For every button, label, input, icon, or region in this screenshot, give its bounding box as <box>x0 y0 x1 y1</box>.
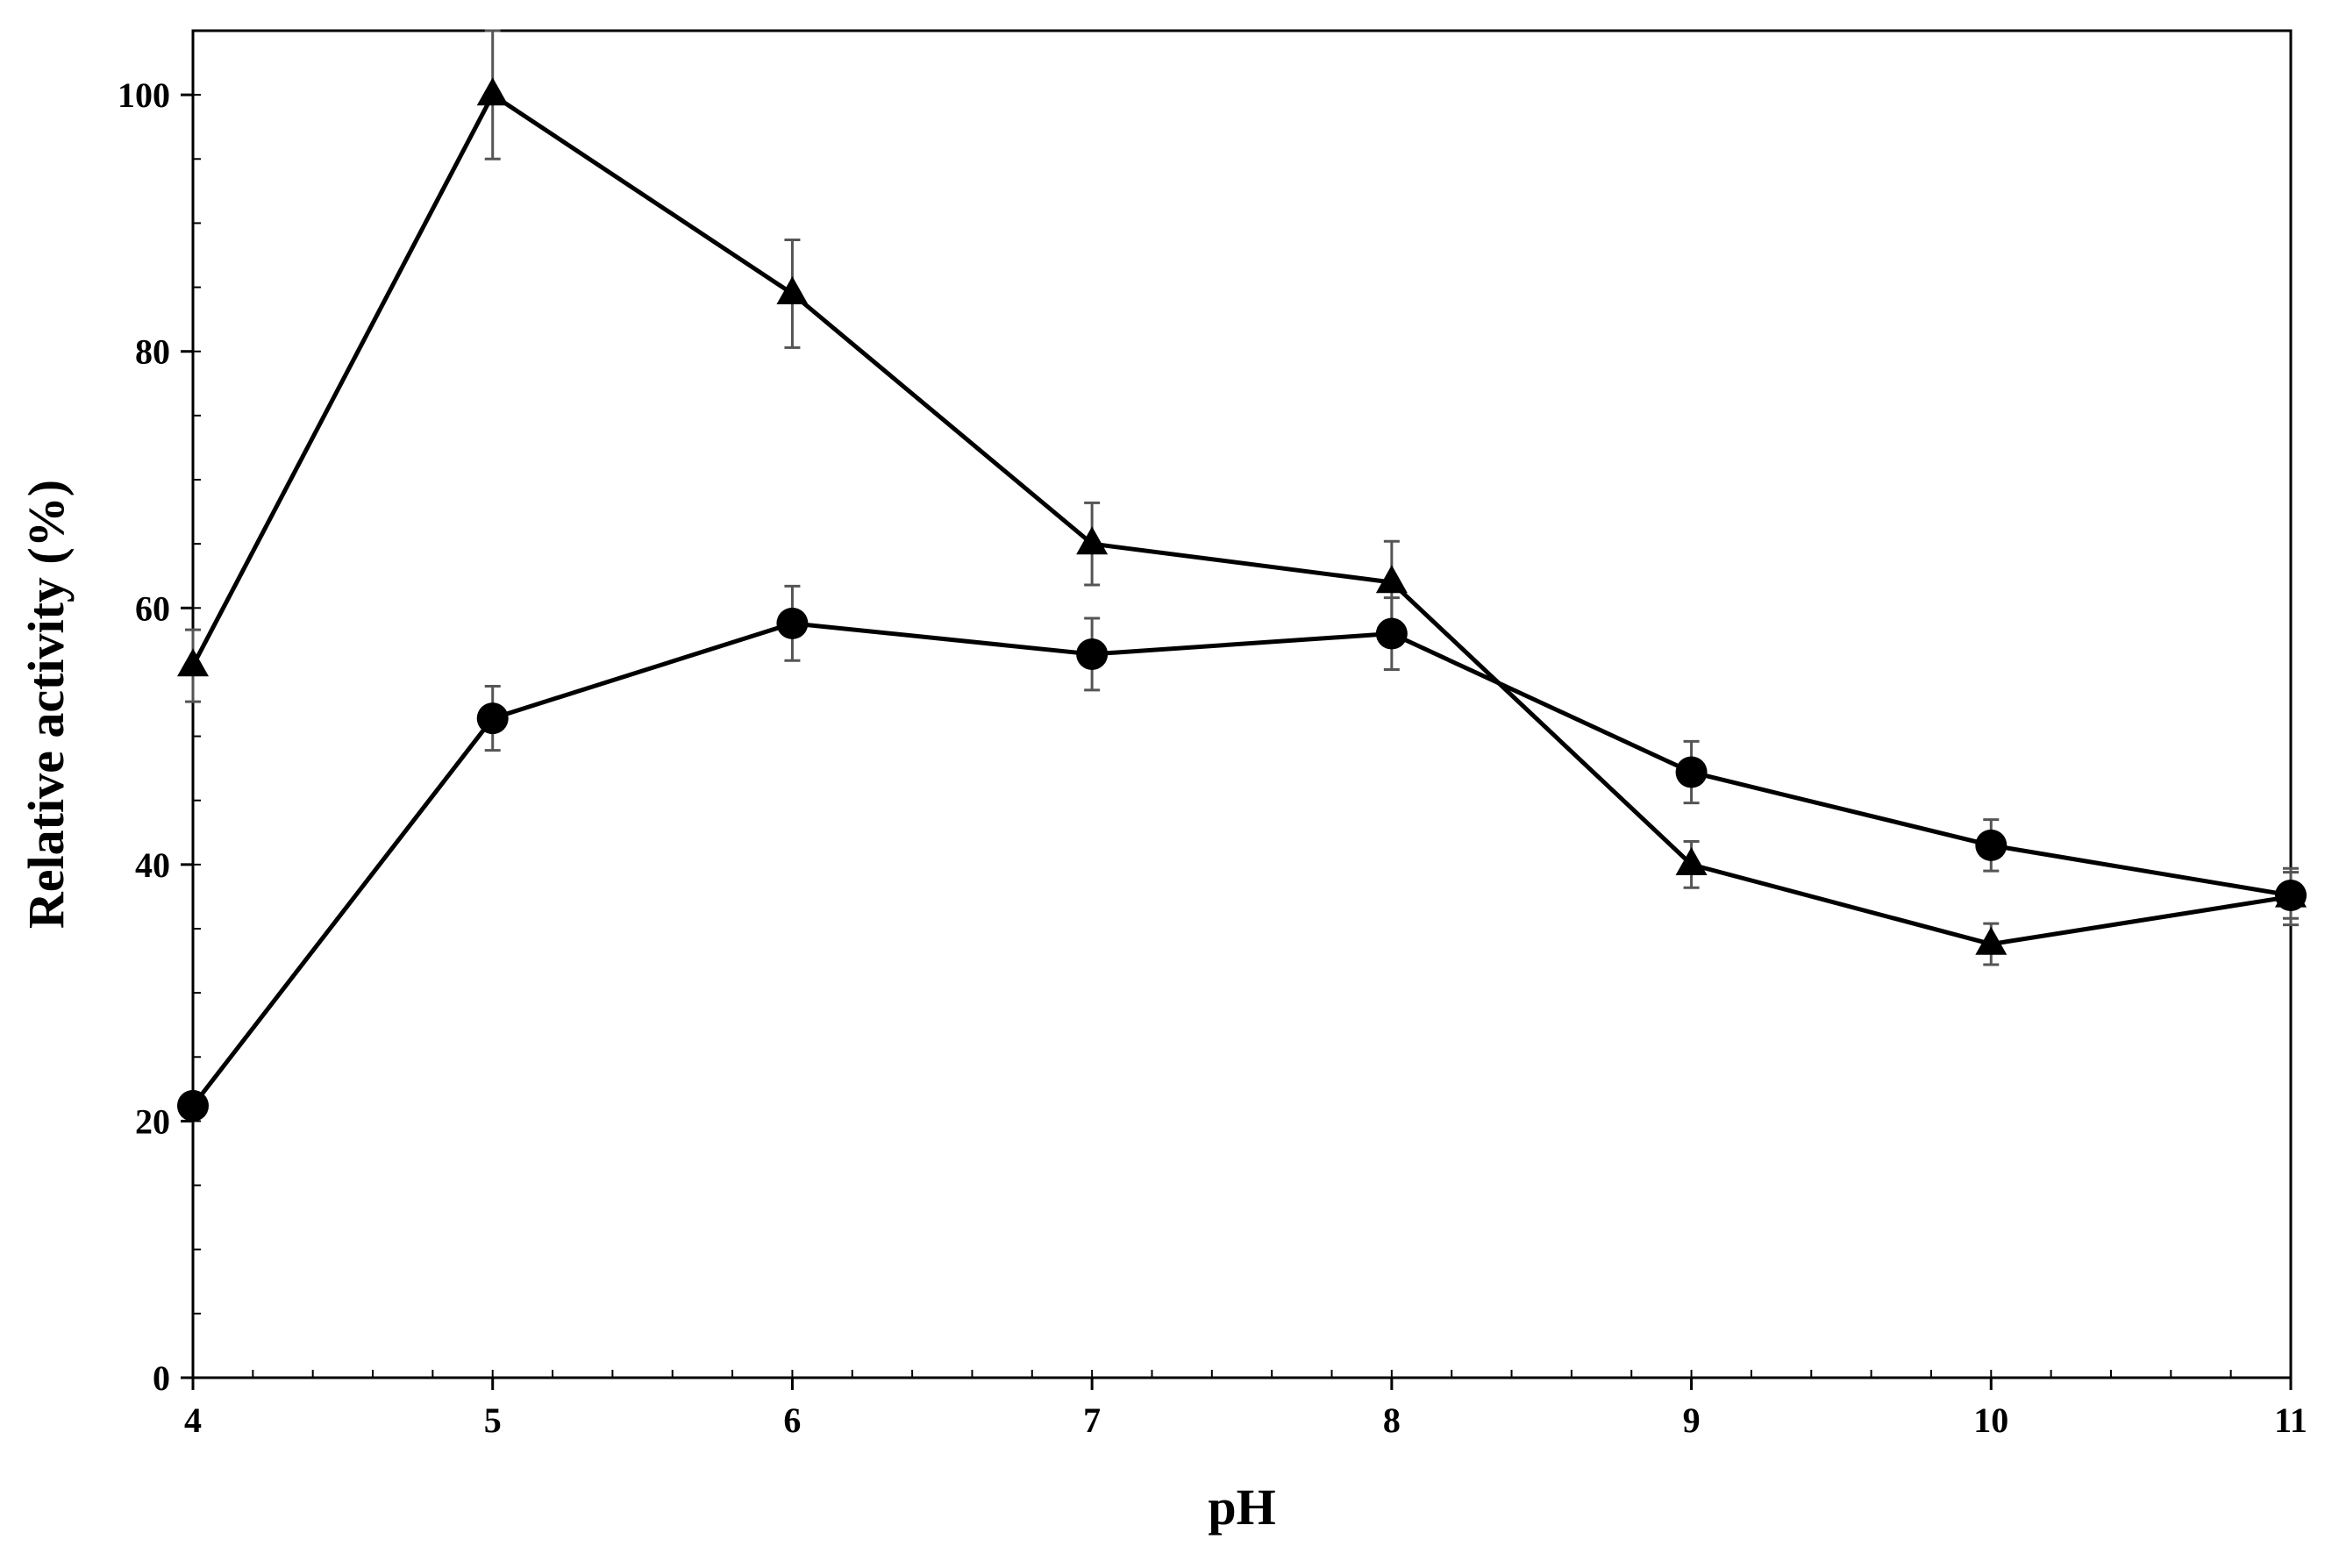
y-tick-label: 0 <box>153 1358 170 1398</box>
series-line <box>190 92 2292 947</box>
x-tick-labels: 4 5 6 7 8 9 10 11 <box>184 1401 2307 1440</box>
x-tick-label: 7 <box>1083 1401 1101 1440</box>
y-tick-label: 40 <box>135 845 170 885</box>
data-point-circle <box>177 1089 209 1122</box>
data-point-triangle <box>1375 565 1408 594</box>
series-triangle <box>177 29 2307 966</box>
plot-frame <box>191 29 2293 1379</box>
data-point-circle <box>476 702 509 735</box>
data-point-triangle <box>1675 847 1708 876</box>
y-tick-labels: 0 20 40 60 80 100 <box>118 75 170 1398</box>
data-point-triangle <box>1076 526 1109 555</box>
x-tick-label: 6 <box>783 1401 801 1440</box>
data-point-circle <box>1975 829 2008 861</box>
data-point-circle <box>1076 638 1109 670</box>
major-ticks <box>181 93 2293 1390</box>
x-tick-label: 11 <box>2274 1401 2307 1440</box>
x-tick-label: 9 <box>1683 1401 1701 1440</box>
series-layer <box>177 29 2307 1122</box>
data-point-circle <box>2275 879 2307 911</box>
data-point-circle <box>776 607 809 639</box>
series-circle <box>177 584 2307 1122</box>
x-axis-title: pH <box>1208 1479 1275 1536</box>
data-point-triangle <box>1975 926 2008 955</box>
x-tick-label: 8 <box>1383 1401 1401 1440</box>
x-tick-label: 10 <box>1973 1401 2008 1440</box>
data-point-triangle <box>776 276 809 305</box>
y-tick-label: 80 <box>135 332 170 372</box>
data-point-triangle <box>177 648 209 677</box>
data-point-circle <box>1375 617 1408 650</box>
y-tick-label: 20 <box>135 1101 170 1141</box>
y-axis-title: Relative activity (%) <box>18 480 75 929</box>
series-line <box>191 621 2292 1108</box>
x-tick-label: 5 <box>484 1401 502 1440</box>
y-tick-label: 60 <box>135 588 170 628</box>
x-tick-label: 4 <box>184 1401 202 1440</box>
data-point-circle <box>1675 756 1708 788</box>
data-point-triangle <box>476 77 509 106</box>
minor-ticks <box>192 30 2292 1379</box>
y-tick-label: 100 <box>118 75 170 115</box>
